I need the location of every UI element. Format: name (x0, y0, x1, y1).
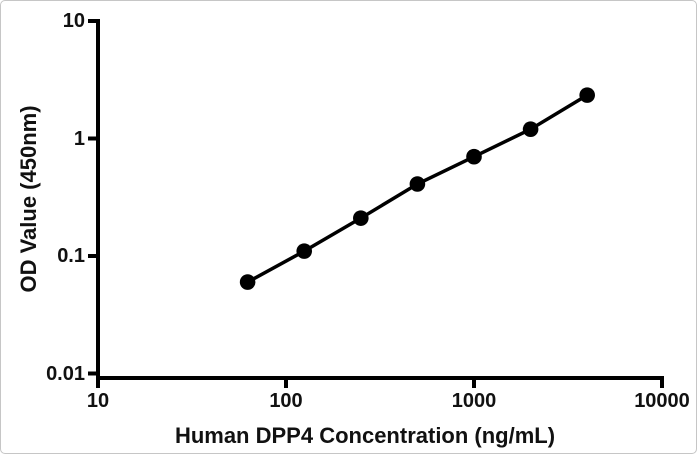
y-tick-label: 1 (73, 127, 85, 150)
data-point-marker (239, 274, 256, 290)
x-axis-title: Human DPP4 Concentration (ng/mL) (174, 423, 556, 448)
x-tick-label: 10 (86, 390, 110, 412)
x-tick-label: 10000 (634, 390, 690, 412)
y-axis-title: OD Value (450nm) (16, 105, 41, 293)
data-point-marker (296, 243, 313, 259)
y-tick-label: 0.01 (46, 362, 85, 385)
data-point-marker (353, 210, 369, 226)
x-tick-label: 100 (269, 390, 303, 412)
x-tick-label: 1000 (451, 390, 497, 412)
y-tick-label: 10 (62, 10, 85, 32)
y-tick-label: 0.1 (57, 245, 85, 267)
data-point-marker (466, 148, 482, 165)
data-point-marker (579, 87, 595, 103)
data-point-marker (522, 121, 539, 137)
data-point-marker (409, 176, 426, 192)
